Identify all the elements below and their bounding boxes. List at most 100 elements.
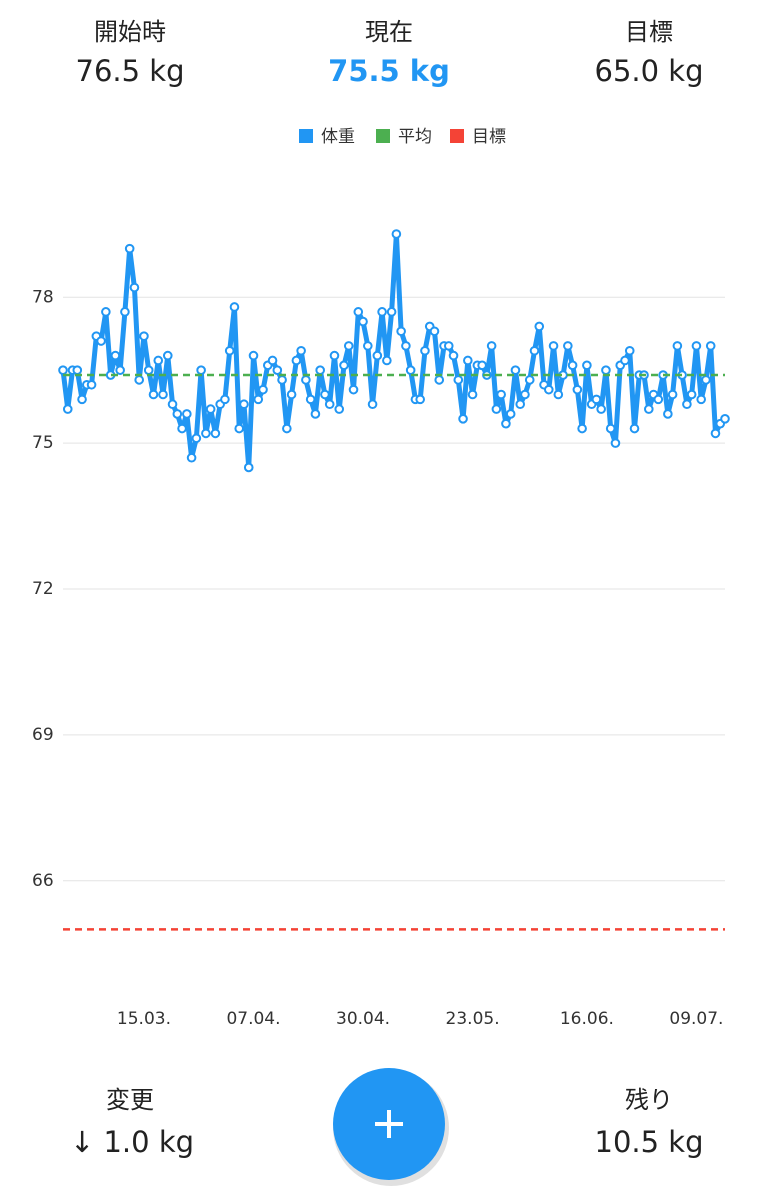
- weight-point: [153, 355, 164, 366]
- weight-point: [120, 307, 130, 317]
- y-tick-label: 75: [32, 433, 54, 453]
- x-tick-label: 23.05.: [446, 1009, 500, 1029]
- weight-point: [515, 399, 526, 410]
- weight-point: [377, 307, 387, 317]
- x-tick-label: 30.04.: [336, 1009, 390, 1029]
- weight-point: [391, 229, 402, 239]
- y-tick-label: 72: [32, 579, 54, 599]
- weight-point: [196, 365, 206, 375]
- weight-point: [353, 307, 364, 317]
- weight-point: [182, 409, 192, 419]
- weight-point: [172, 409, 183, 419]
- weight-point: [563, 341, 573, 351]
- weight-point: [139, 331, 149, 341]
- weight-point: [367, 399, 378, 410]
- x-tick-label: 15.03.: [117, 1009, 171, 1029]
- weight-point: [348, 384, 359, 395]
- weight-point: [705, 341, 716, 351]
- x-tick-label: 07.04.: [226, 1009, 280, 1029]
- weight-point: [467, 389, 478, 400]
- weight-point: [477, 360, 487, 371]
- weight-point: [277, 375, 287, 385]
- weight-point: [143, 365, 154, 375]
- weight-point: [253, 394, 264, 405]
- weight-point: [653, 394, 664, 405]
- weight-point: [443, 341, 454, 351]
- current-value: 75.5 kg: [328, 54, 450, 88]
- weight-point: [458, 414, 468, 424]
- weight-point: [396, 326, 406, 337]
- weight-point: [415, 394, 425, 405]
- weight-point: [720, 414, 730, 424]
- weight-point: [124, 243, 135, 254]
- start-value: 76.5 kg: [76, 54, 185, 88]
- weight-point: [324, 399, 335, 410]
- weight-point: [77, 394, 87, 405]
- target-value: 65.0 kg: [595, 54, 704, 88]
- weight-point: [596, 404, 606, 414]
- weight-point: [420, 345, 430, 356]
- y-tick-label: 66: [32, 871, 54, 891]
- legend-label: 平均: [398, 127, 432, 147]
- weight-point: [72, 365, 83, 375]
- weight-point: [334, 404, 345, 414]
- current-label: 現在: [365, 18, 413, 46]
- weight-point: [643, 404, 654, 414]
- weight-point: [682, 399, 692, 410]
- legend-label: 目標: [472, 127, 506, 147]
- weight-point: [520, 389, 530, 400]
- weight-point: [672, 341, 683, 351]
- weight-point: [272, 365, 283, 375]
- weight-point: [191, 433, 202, 444]
- weight-point: [548, 341, 559, 351]
- change-label: 変更: [106, 1086, 154, 1114]
- weight-point: [496, 389, 506, 400]
- weight-point: [691, 341, 702, 351]
- weight-point: [401, 341, 411, 351]
- weight-point: [339, 360, 349, 371]
- weight-point: [329, 350, 340, 361]
- legend-swatch: [450, 129, 464, 143]
- start-label: 開始時: [94, 18, 166, 46]
- weight-point: [115, 365, 125, 375]
- chart: 66 69 72 75 78 15.03. 07.04. 30.04. 23.05. 16.06.…: [32, 127, 730, 1029]
- weight-point: [577, 423, 587, 434]
- weight-point: [239, 399, 249, 410]
- weight-point: [701, 375, 711, 385]
- weight-point: [162, 350, 173, 361]
- weight-point: [534, 321, 545, 332]
- target-label: 目標: [625, 18, 673, 46]
- weight-point: [267, 355, 278, 366]
- remaining-label: 残り: [625, 1086, 673, 1114]
- add-button[interactable]: [333, 1068, 449, 1186]
- weight-point: [363, 341, 373, 351]
- weight-point: [62, 404, 73, 414]
- weight-point: [510, 365, 521, 375]
- weight-point: [229, 302, 240, 312]
- weight-point: [386, 307, 397, 317]
- weight-point: [282, 423, 292, 434]
- weight-point: [101, 307, 111, 317]
- x-tick-label: 09.07.: [669, 1009, 723, 1029]
- weight-point: [453, 375, 464, 385]
- weight-point: [624, 345, 635, 356]
- weight-point: [320, 389, 330, 400]
- weight-point: [591, 394, 602, 405]
- weight-point: [301, 375, 311, 385]
- legend-swatch: [299, 129, 313, 143]
- weight-point: [553, 389, 564, 400]
- weight-point: [620, 355, 630, 366]
- y-tick-label: 69: [32, 725, 54, 745]
- weight-point: [686, 389, 697, 400]
- weight-point: [291, 355, 302, 366]
- weight-point: [524, 375, 535, 385]
- weight-point: [129, 282, 140, 293]
- weight-point: [434, 375, 445, 385]
- legend-swatch: [376, 129, 390, 143]
- weight-point: [167, 399, 178, 410]
- weight-point: [629, 423, 640, 434]
- weight-point: [201, 428, 211, 439]
- remaining-value: 10.5 kg: [595, 1125, 704, 1159]
- weight-point: [372, 350, 383, 361]
